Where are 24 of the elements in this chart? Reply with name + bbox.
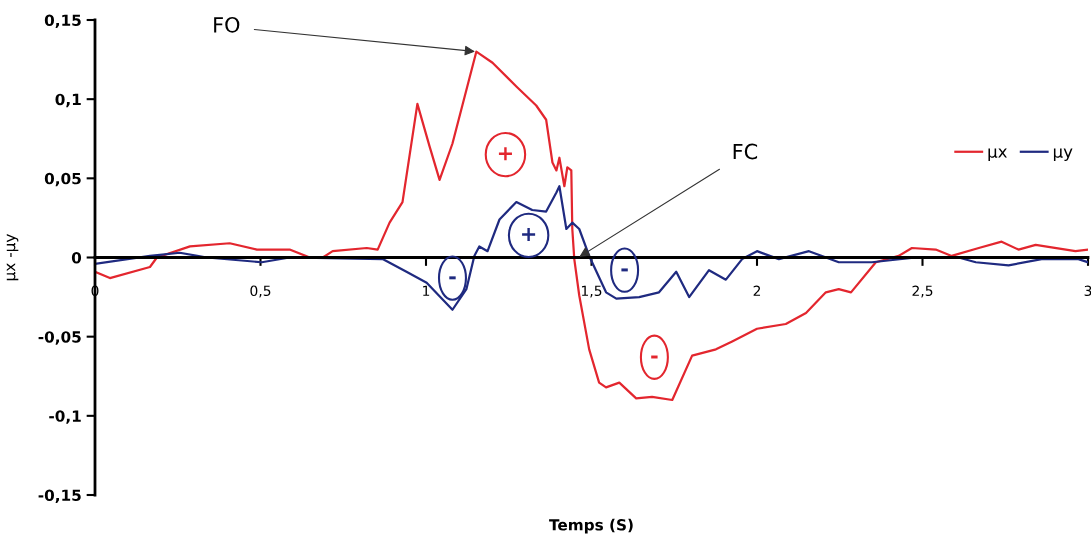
- y-tick-label: 0: [71, 251, 82, 264]
- annotation: -: [449, 276, 456, 280]
- y-tick-label: 0,1: [55, 93, 81, 108]
- annotation: FO: [214, 16, 240, 33]
- legend-label: µy: [1053, 148, 1073, 162]
- annotation: +: [522, 228, 536, 242]
- y-axis-title: µx -µy: [6, 234, 19, 281]
- x-tick-label: 3: [1084, 285, 1091, 297]
- y-tick-label: 0,15: [44, 14, 81, 28]
- annotation: FC: [733, 143, 758, 160]
- y-tick-label: 0,05: [44, 172, 81, 187]
- y-tick-label: -0,15: [38, 489, 81, 503]
- annotation: -: [621, 268, 628, 272]
- y-tick-label: -0,1: [49, 410, 81, 424]
- annotation: +: [498, 147, 512, 161]
- y-tick-label: -0,05: [38, 331, 81, 345]
- x-tick-label: 2,5: [912, 285, 933, 298]
- x-tick-label: 2: [753, 285, 761, 296]
- x-tick-label: 1,5: [581, 285, 602, 298]
- x-axis-title: Temps (S): [549, 518, 633, 534]
- x-tick-label: 0,5: [250, 285, 271, 298]
- x-tick-label: 1: [423, 285, 430, 296]
- legend-label: µx: [988, 148, 1007, 162]
- annotation: -: [651, 355, 658, 359]
